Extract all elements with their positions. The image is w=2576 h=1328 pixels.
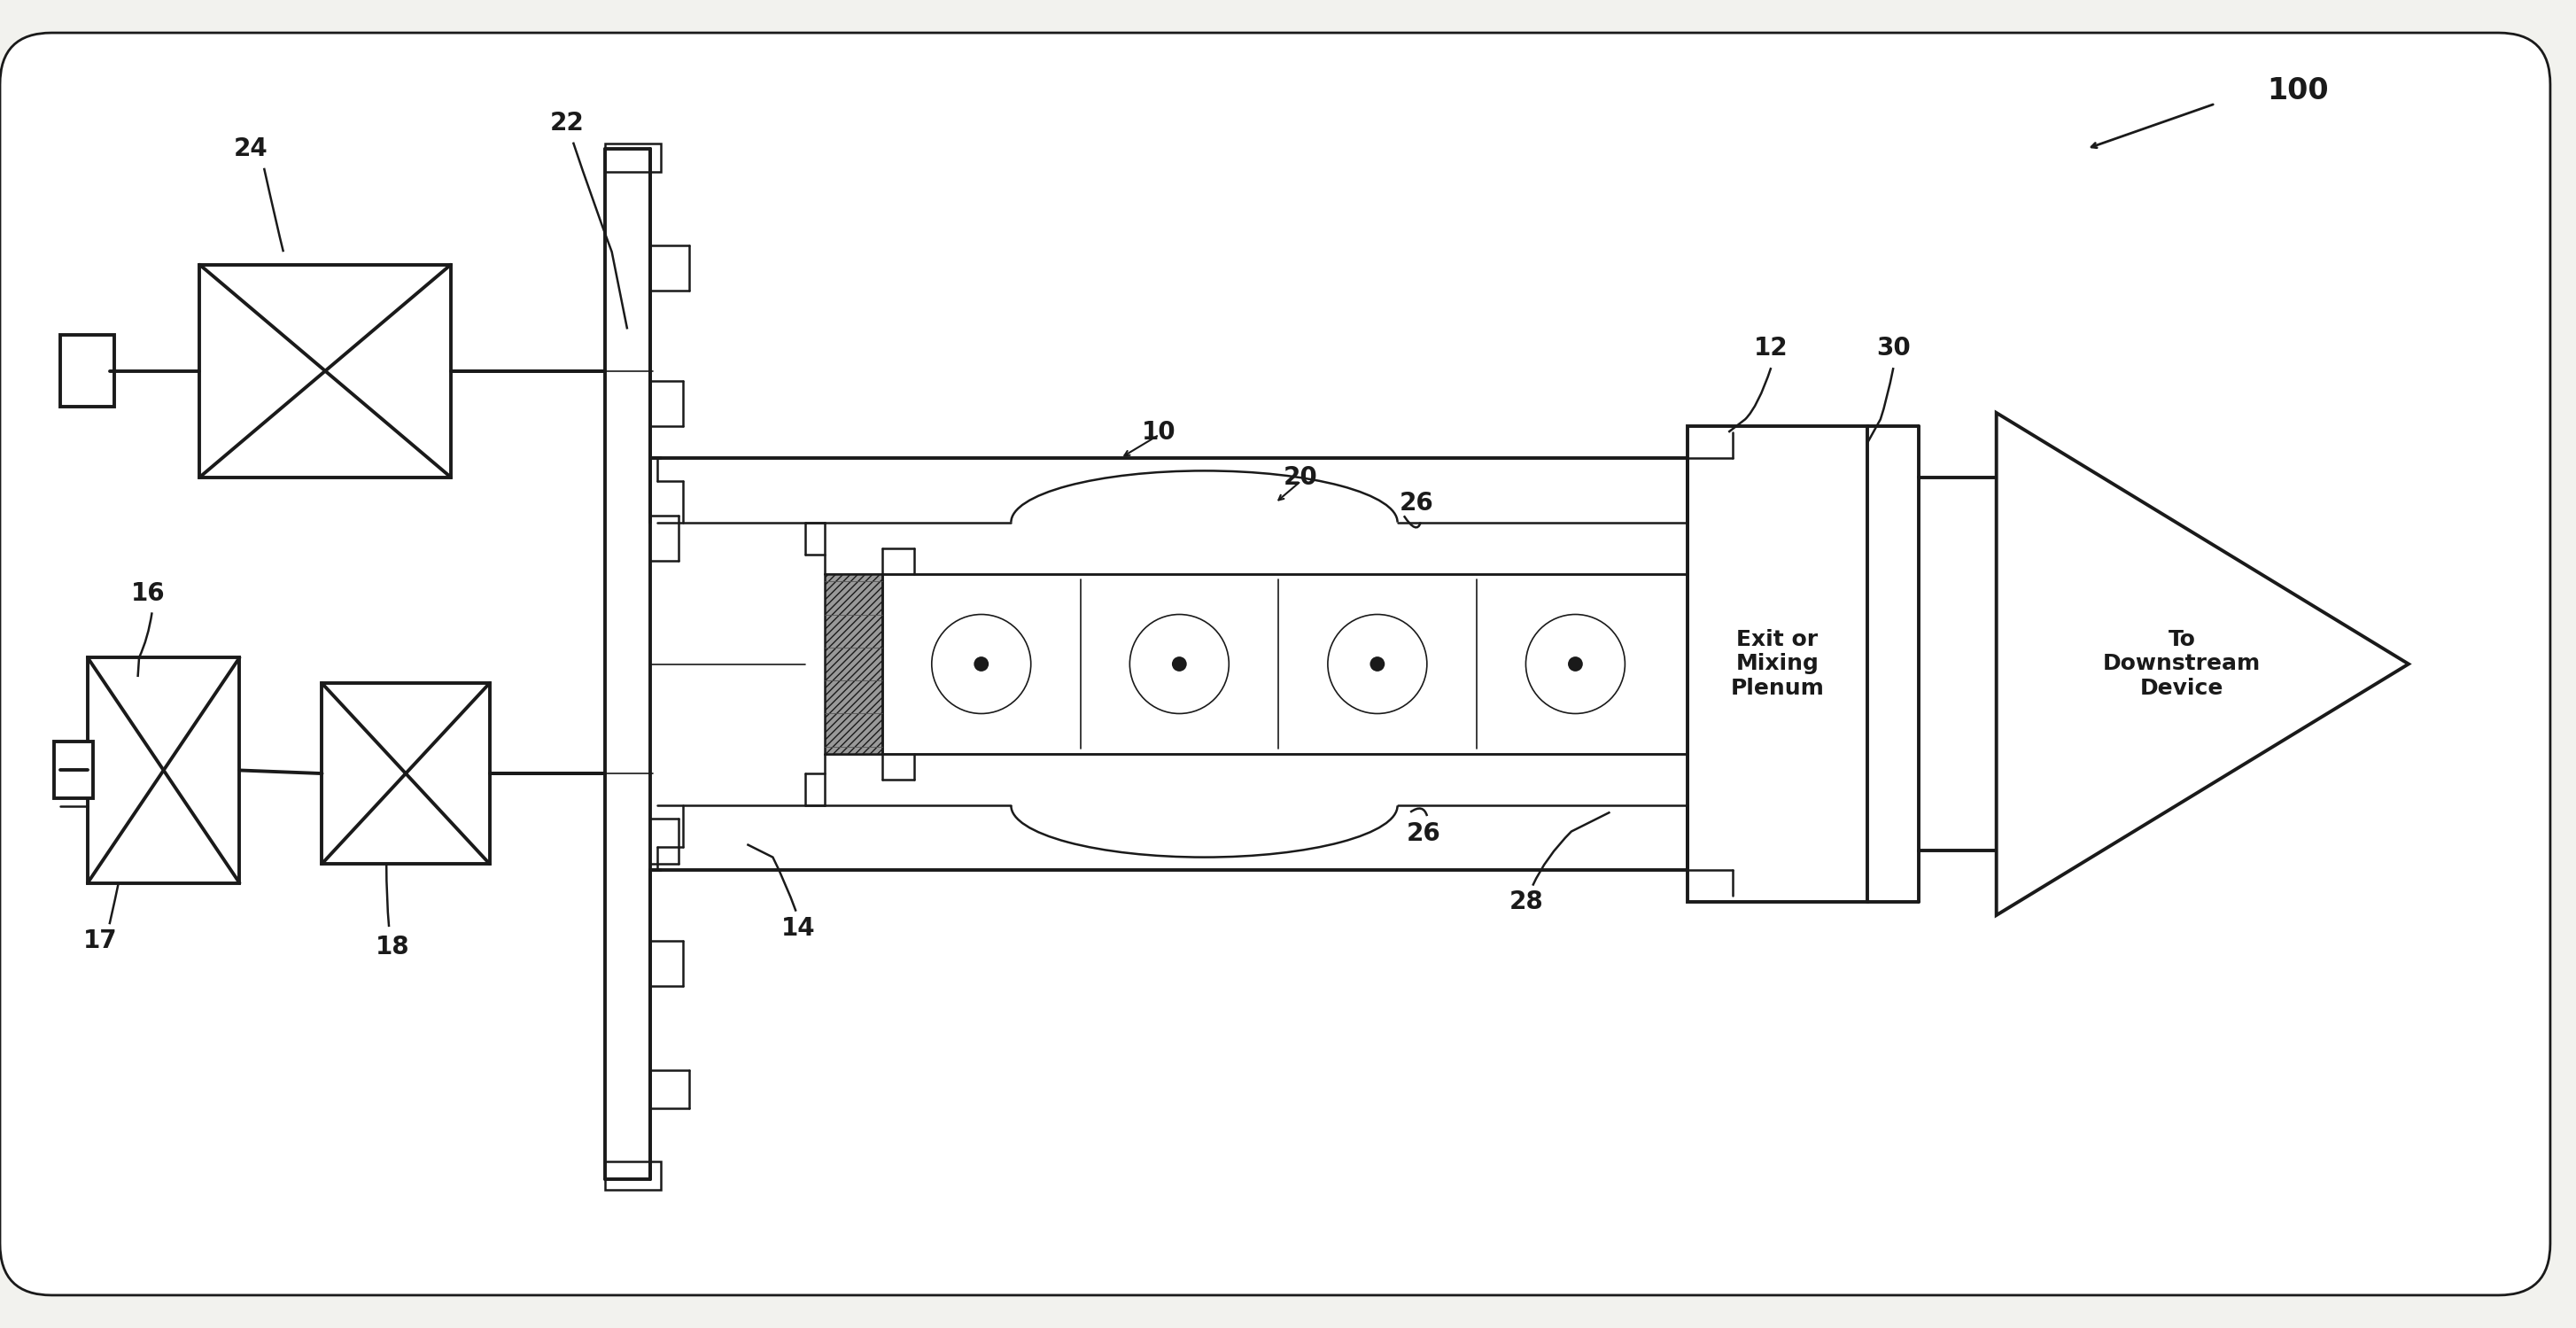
Bar xyxy=(605,143,659,171)
Text: 17: 17 xyxy=(82,928,118,954)
Text: 10: 10 xyxy=(1141,420,1177,445)
Bar xyxy=(1687,426,1868,902)
Bar xyxy=(201,264,451,477)
Circle shape xyxy=(1569,656,1582,672)
Bar xyxy=(54,742,93,798)
Text: Exit or
Mixing
Plenum: Exit or Mixing Plenum xyxy=(1731,628,1824,700)
Text: 26: 26 xyxy=(1406,822,1440,846)
Circle shape xyxy=(1172,656,1188,672)
Text: 20: 20 xyxy=(1283,465,1319,490)
Circle shape xyxy=(974,656,989,672)
Text: 26: 26 xyxy=(1399,490,1435,515)
Text: 100: 100 xyxy=(2267,76,2329,105)
Bar xyxy=(88,657,240,883)
Text: 30: 30 xyxy=(1875,336,1911,361)
Polygon shape xyxy=(1996,413,2409,915)
Text: To
Downstream
Device: To Downstream Device xyxy=(2102,628,2262,700)
Bar xyxy=(1919,477,1996,851)
Text: 16: 16 xyxy=(131,580,165,606)
Text: 12: 12 xyxy=(1754,336,1788,361)
Text: 18: 18 xyxy=(376,935,410,960)
Bar xyxy=(605,1161,659,1190)
FancyBboxPatch shape xyxy=(0,33,2550,1295)
Circle shape xyxy=(1370,656,1386,672)
Bar xyxy=(881,574,1687,754)
Circle shape xyxy=(1327,615,1427,713)
Circle shape xyxy=(1131,615,1229,713)
Bar xyxy=(824,574,881,754)
Bar xyxy=(59,335,113,406)
Text: 24: 24 xyxy=(234,137,268,161)
Circle shape xyxy=(1525,615,1625,713)
Text: 22: 22 xyxy=(549,110,585,135)
Bar xyxy=(322,684,489,863)
Text: 28: 28 xyxy=(1510,890,1543,915)
Text: 14: 14 xyxy=(781,916,817,940)
Circle shape xyxy=(933,615,1030,713)
